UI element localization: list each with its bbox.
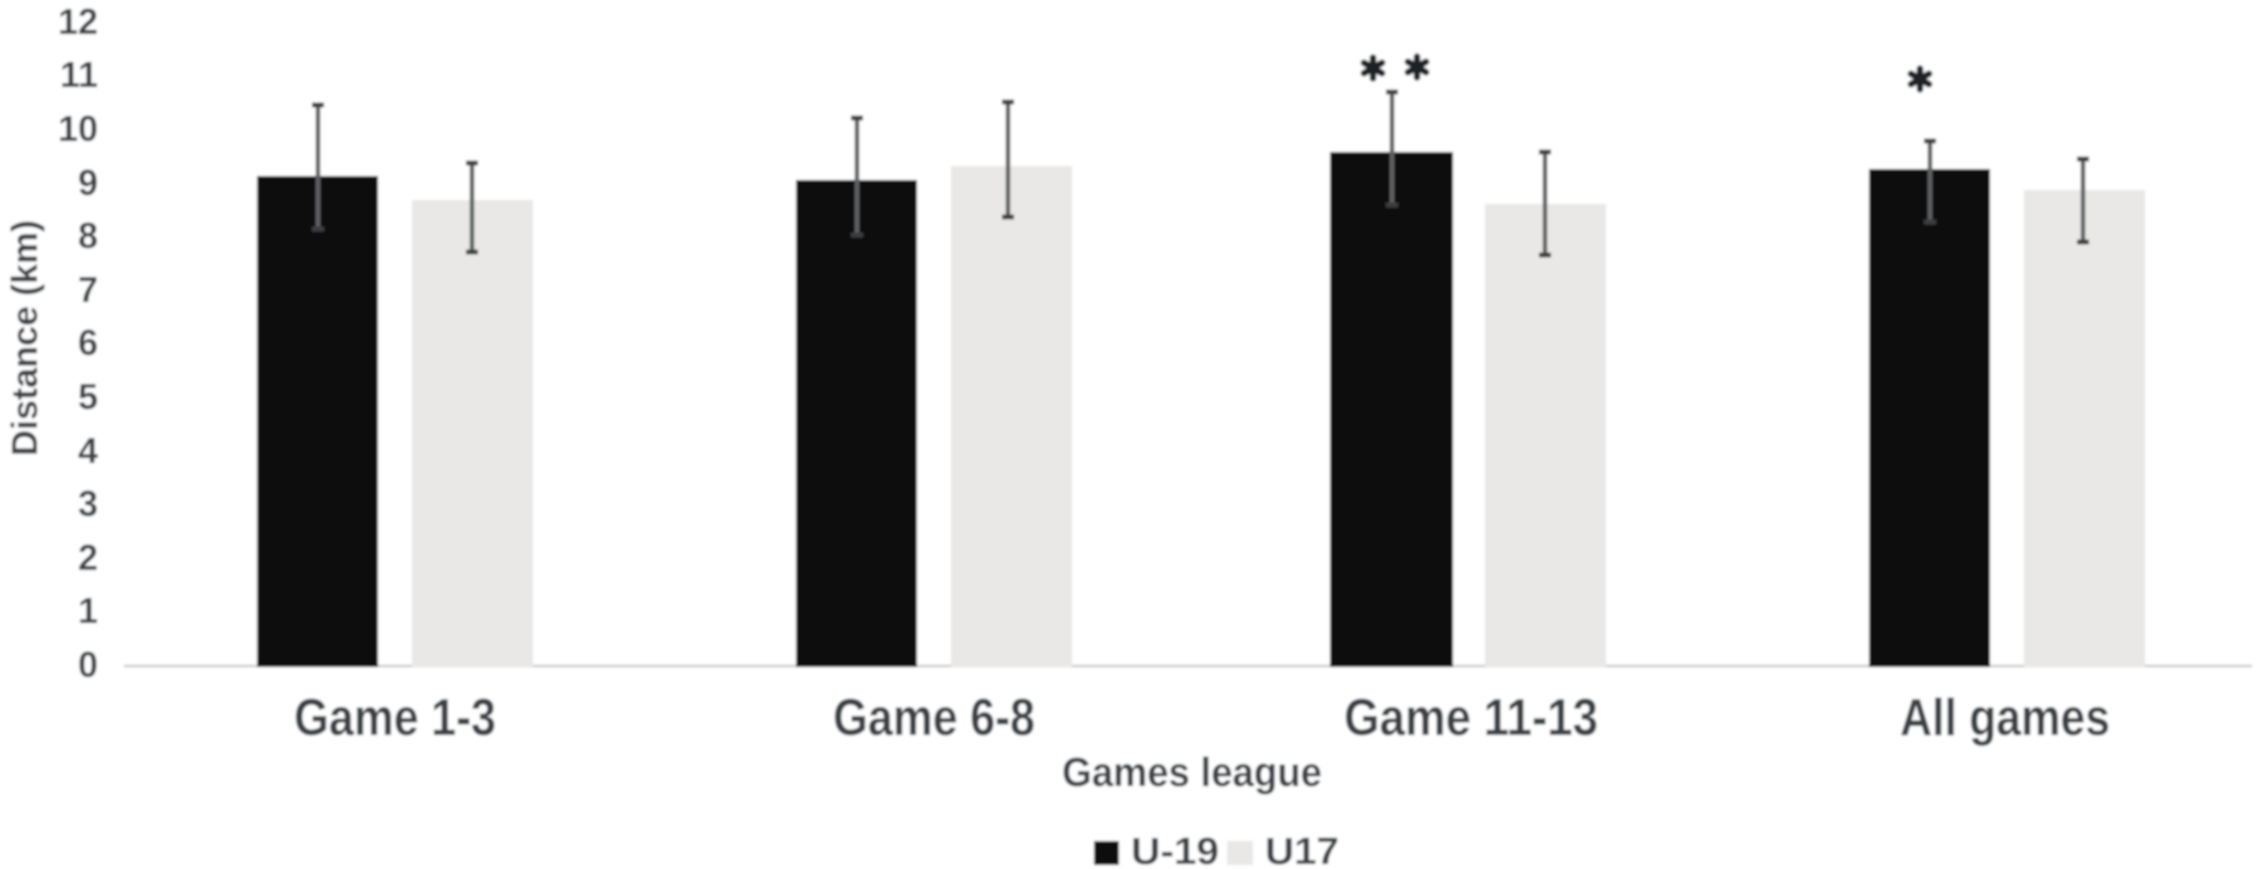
svg-text:6: 6 [78, 322, 98, 363]
svg-text:Distance (km): Distance (km) [4, 220, 45, 456]
svg-text:8: 8 [78, 215, 98, 256]
svg-text:7: 7 [78, 269, 98, 310]
svg-text:Games league: Games league [1062, 749, 1322, 795]
svg-text:Game 6-8: Game 6-8 [833, 689, 1035, 747]
svg-text:2: 2 [78, 537, 98, 578]
svg-text:9: 9 [78, 162, 98, 203]
svg-text:12: 12 [58, 1, 98, 42]
svg-text:5: 5 [78, 376, 98, 417]
svg-text:3: 3 [78, 483, 98, 524]
svg-text:10: 10 [58, 108, 98, 149]
svg-text:0: 0 [78, 644, 98, 685]
svg-text:U-19: U-19 [1131, 831, 1219, 869]
svg-text:Game 11-13: Game 11-13 [1344, 689, 1598, 747]
svg-text:Game 1-3: Game 1-3 [294, 689, 496, 747]
svg-text:11: 11 [60, 54, 98, 95]
svg-text:4: 4 [78, 430, 98, 471]
svg-text:All games: All games [1900, 689, 2110, 747]
svg-text:1: 1 [78, 590, 98, 631]
svg-text:U17: U17 [1265, 831, 1339, 869]
